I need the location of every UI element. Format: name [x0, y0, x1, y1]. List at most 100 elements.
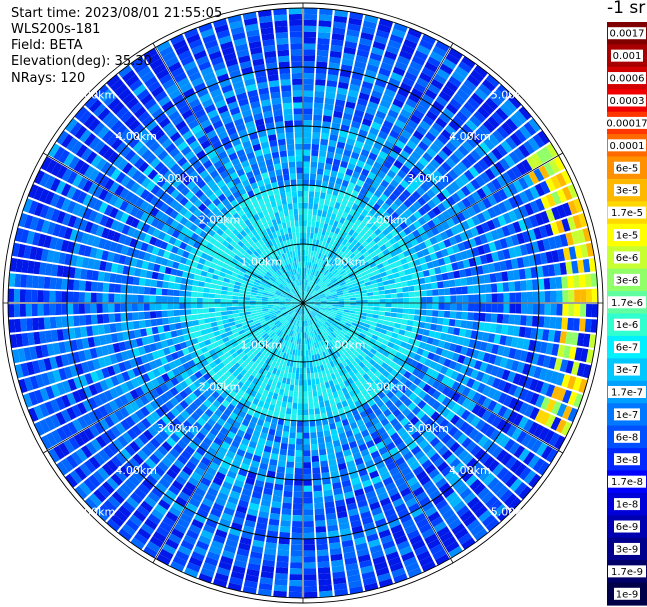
ppi-bin — [306, 326, 309, 333]
ppi-bin — [318, 371, 323, 378]
ppi-bin — [140, 406, 150, 417]
ppi-bin — [130, 257, 138, 267]
ppi-bin — [449, 254, 457, 263]
ppi-bin — [379, 303, 386, 307]
ppi-bin — [457, 242, 466, 252]
ppi-bin — [317, 347, 322, 354]
ppi-bin — [140, 383, 150, 394]
ppi-bin — [334, 202, 341, 210]
ppi-bin — [262, 389, 269, 397]
ppi-bin — [277, 460, 286, 468]
ppi-bin — [373, 236, 381, 244]
ppi-bin — [22, 198, 33, 213]
ppi-bin — [214, 298, 221, 303]
ppi-bin — [294, 319, 298, 326]
ppi-bin — [288, 330, 293, 336]
ppi-bin — [88, 493, 102, 507]
ppi-bin — [218, 271, 226, 278]
ppi-bin — [97, 467, 110, 480]
ppi-bin — [310, 325, 314, 331]
ppi-bin — [468, 294, 475, 303]
ppi-bin — [205, 323, 212, 329]
ppi-bin — [429, 361, 438, 370]
ppi-bin — [114, 209, 124, 221]
ppi-bin — [452, 479, 465, 491]
ppi-bin — [333, 271, 340, 277]
ppi-bin — [391, 298, 398, 303]
ppi-bin — [369, 325, 376, 331]
ppi-bin — [280, 295, 287, 299]
ppi-bin — [240, 376, 248, 384]
ppi-bin — [551, 250, 560, 263]
ppi-bin — [88, 474, 101, 488]
ppi-bin — [283, 371, 288, 378]
ppi-bin — [292, 349, 296, 356]
ppi-bin — [346, 213, 353, 222]
ppi-bin — [418, 424, 428, 435]
ppi-bin — [358, 443, 368, 452]
ppi-bin — [378, 578, 394, 588]
ppi-bin — [414, 420, 424, 430]
ppi-bin — [202, 562, 217, 572]
ppi-bin — [311, 461, 320, 468]
ppi-bin — [298, 326, 301, 333]
ppi-bin — [304, 308, 306, 315]
ppi-bin — [314, 245, 319, 252]
ppi-bin — [111, 491, 125, 504]
ppi-bin — [223, 408, 232, 417]
ppi-bin — [174, 428, 185, 439]
ppi-bin — [308, 262, 312, 269]
ppi-bin — [438, 310, 445, 318]
ppi-bin — [319, 448, 327, 456]
ppi-bin — [288, 443, 296, 451]
ppi-bin — [323, 169, 331, 176]
ppi-bin — [234, 454, 244, 463]
ppi-bin — [174, 276, 182, 284]
ppi-bin — [432, 390, 442, 400]
ppi-bin — [98, 405, 109, 418]
ppi-bin — [245, 270, 252, 276]
ppi-bin — [316, 49, 329, 57]
ppi-bin — [562, 202, 572, 217]
ppi-bin — [254, 358, 262, 365]
ppi-bin — [501, 470, 514, 484]
ppi-bin — [442, 486, 455, 499]
ppi-bin — [490, 365, 500, 377]
ppi-bin — [398, 134, 409, 145]
ppi-bin — [161, 441, 173, 452]
ppi-bin — [306, 314, 309, 321]
ppi-bin — [336, 376, 343, 384]
ppi-bin — [414, 309, 421, 315]
ppi-bin — [370, 431, 380, 440]
ppi-bin — [367, 272, 375, 278]
ppi-bin — [205, 518, 218, 529]
ppi-bin — [232, 407, 241, 416]
ppi-bin — [432, 289, 439, 296]
ppi-bin — [209, 288, 216, 294]
ppi-bin — [288, 585, 302, 593]
ppi-bin — [267, 338, 274, 345]
ppi-bin — [267, 299, 274, 302]
ppi-bin — [26, 230, 35, 245]
ppi-bin — [172, 501, 185, 512]
ppi-bin — [397, 346, 406, 354]
ppi-bin — [9, 334, 18, 349]
ppi-bin — [453, 270, 461, 279]
ppi-bin — [308, 303, 315, 306]
ppi-bin — [222, 336, 230, 343]
ppi-bin — [95, 508, 109, 522]
ppi-bin — [103, 499, 117, 513]
ppi-bin — [75, 256, 84, 268]
ppi-bin — [547, 264, 556, 277]
ppi-bin — [337, 172, 345, 180]
ppi-bin — [276, 344, 282, 351]
ppi-bin — [200, 456, 211, 467]
ppi-bin — [49, 277, 57, 290]
ppi-bin — [503, 292, 510, 303]
ppi-bin — [198, 573, 213, 584]
ppi-bin — [179, 297, 186, 303]
ppi-bin — [136, 466, 149, 478]
ppi-bin — [399, 394, 408, 403]
ppi-bin — [303, 208, 308, 215]
ppi-bin — [344, 324, 351, 330]
